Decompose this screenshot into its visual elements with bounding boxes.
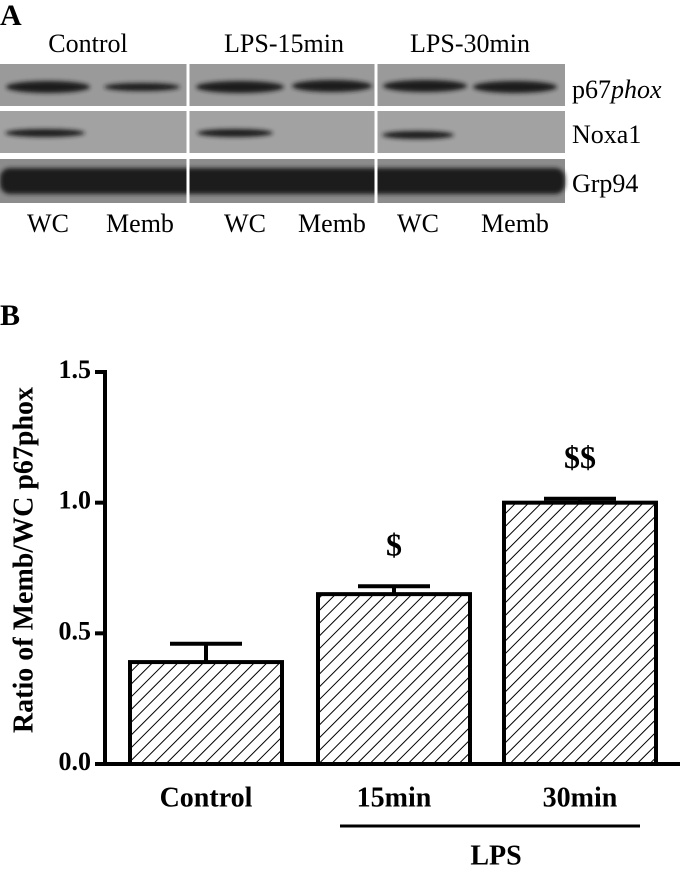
- y-tick-label: 1.5: [59, 355, 92, 384]
- panel-label: A: [0, 0, 22, 32]
- y-axis-label: Ratio of Memb/WC p67phox: [8, 387, 39, 733]
- x-tick-label: 15min: [357, 782, 432, 813]
- blot: [0, 62, 565, 205]
- y-tick-label: 0.0: [59, 747, 92, 776]
- lane-label: WC: [397, 209, 439, 238]
- y-tick-label: 1.0: [59, 486, 92, 515]
- bar: [316, 592, 472, 767]
- group-label: LPS-30min: [410, 29, 530, 58]
- band-label: Noxa1: [572, 120, 641, 149]
- lane-label: Memb: [481, 209, 549, 238]
- x-tick-label: 30min: [543, 782, 618, 813]
- band-label: p67phox: [572, 75, 662, 104]
- band-label-part: phox: [609, 75, 662, 104]
- annotation: $: [386, 527, 402, 563]
- x-group-label: LPS: [470, 840, 521, 871]
- band-label: Grp94: [572, 169, 638, 198]
- panel-label: B: [0, 299, 20, 332]
- lane-label: WC: [27, 209, 69, 238]
- annotation: $$: [564, 439, 596, 475]
- group-label: Control: [48, 29, 127, 58]
- group-label: LPS-15min: [224, 29, 344, 58]
- x-tick-label: Control: [160, 782, 253, 813]
- band-label-part: p67: [572, 75, 611, 104]
- lane-label: Memb: [106, 209, 174, 238]
- bar: [128, 660, 284, 767]
- lane-label: WC: [224, 209, 266, 238]
- lane-label: Memb: [298, 209, 366, 238]
- y-tick-label: 0.5: [59, 616, 92, 645]
- bar: [502, 500, 658, 766]
